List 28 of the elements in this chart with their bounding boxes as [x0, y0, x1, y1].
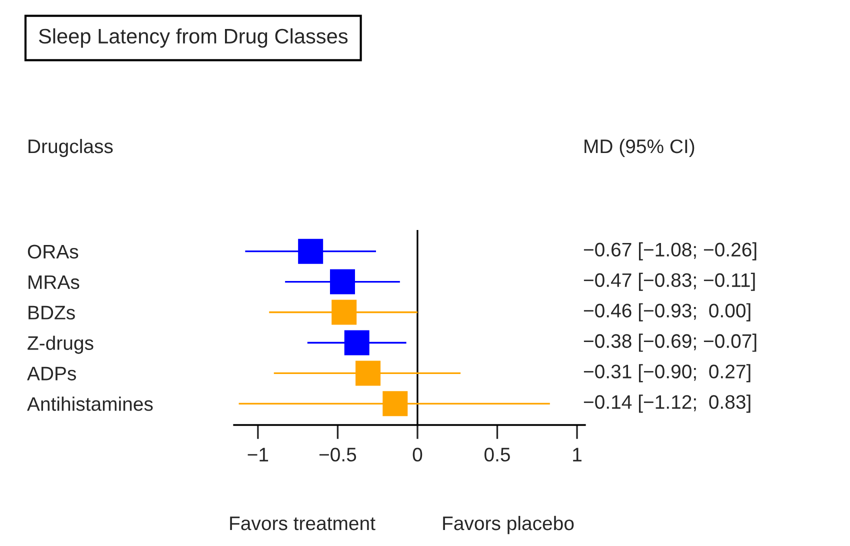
- data-label: −0.46 [−0.93; 0.00]: [584, 303, 750, 322]
- text: Favors placebo: [443, 516, 574, 534]
- point: [330, 269, 355, 294]
- data-label: −0.67 [−1.08; −0.26]: [584, 242, 756, 260]
- y-tick-label: MRAs: [28, 275, 80, 290]
- data-label: −0.14 [−1.12; 0.83]: [584, 394, 750, 413]
- y-tick-label: ORAs: [28, 244, 78, 259]
- chart-title: Sleep Latency from Drug Classes: [38, 28, 348, 48]
- data-label: −0.31 [−0.90; 0.27]: [584, 364, 750, 382]
- text: Favors treatment: [230, 516, 376, 530]
- x-tick-label: −1: [248, 448, 268, 462]
- x-tick-label: 0: [412, 448, 422, 462]
- text: Drugclass: [28, 138, 113, 158]
- text: MD (95% CI): [584, 138, 694, 158]
- y-tick-label: Z-drugs: [28, 336, 94, 354]
- point: [298, 238, 324, 264]
- x-tick-label: −0.5: [319, 448, 356, 462]
- point: [344, 330, 370, 356]
- point: [382, 391, 408, 416]
- data-label: −0.47 [−0.83; −0.11]: [584, 272, 755, 291]
- y-tick-label: BDZs: [28, 306, 75, 320]
- x-tick-label: 1: [573, 448, 582, 462]
- y-tick-label: Antihistamines: [27, 396, 153, 411]
- point: [332, 300, 357, 325]
- x-tick-label: 0.5: [484, 448, 510, 462]
- data-label: −0.38 [−0.69; −0.07]: [584, 334, 756, 352]
- point: [356, 360, 381, 386]
- y-tick-label: ADPs: [27, 366, 76, 380]
